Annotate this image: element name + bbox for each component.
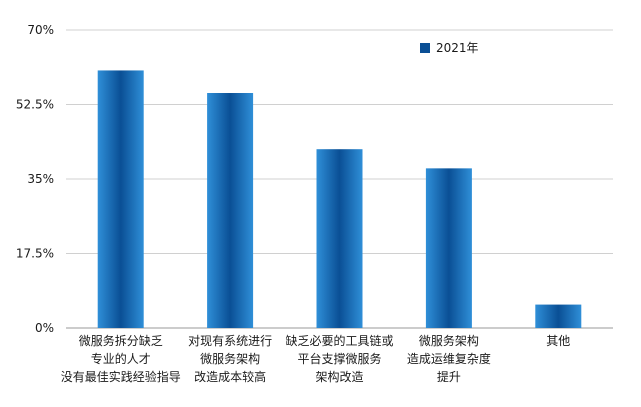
x-category-label: 微服务架构造成运维复杂度提升 [407,333,491,384]
legend-label: 2021年 [436,41,479,55]
bar [425,168,472,328]
x-axis-category-labels: 微服务拆分缺乏专业的人才没有最佳实践经验指导对现有系统进行微服务架构改造成本较高… [61,333,571,384]
y-tick-label: 17.5% [16,247,54,261]
legend-swatch [420,43,430,53]
y-tick-label: 35% [27,172,54,186]
x-category-label: 其他 [546,334,570,348]
bars [97,70,582,329]
x-category-label: 对现有系统进行微服务架构改造成本较高 [188,334,272,384]
bar [316,149,363,328]
bar [535,304,582,328]
y-tick-label: 52.5% [16,98,54,112]
bar [207,93,254,329]
y-axis-tick-labels: 0% 17.5% 35% 52.5% 70% [16,23,54,335]
y-tick-label: 70% [27,23,54,37]
y-tick-label: 0% [35,321,54,335]
x-category-label: 微服务拆分缺乏专业的人才没有最佳实践经验指导 [61,333,181,384]
bar [97,70,144,328]
legend: 2021年 [420,41,479,55]
x-category-label: 缺乏必要的工具链或平台支撑微服务架构改造 [285,333,393,384]
